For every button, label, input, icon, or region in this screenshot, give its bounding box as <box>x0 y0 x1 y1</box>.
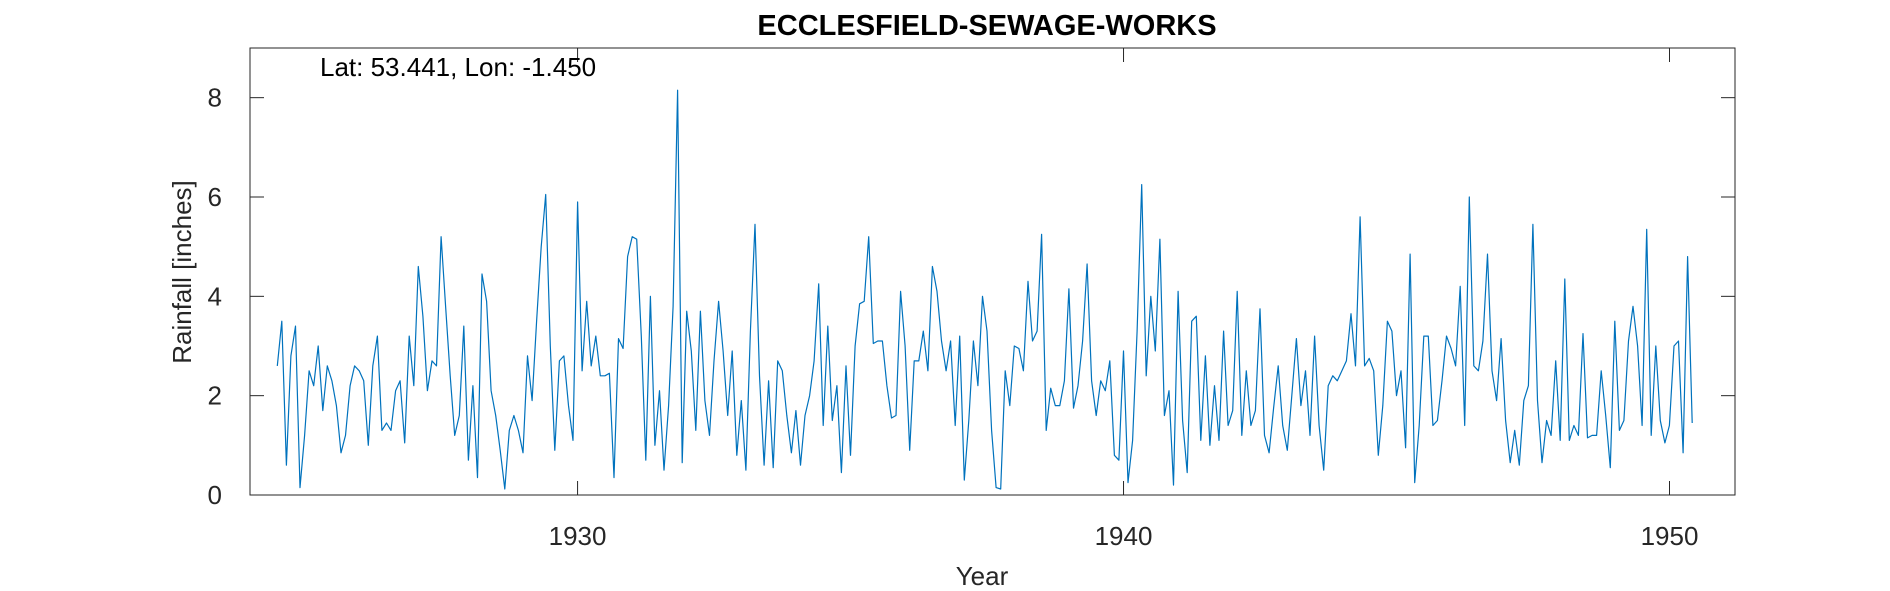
y-tick-label: 6 <box>208 182 222 212</box>
x-tick-label: 1940 <box>1095 521 1153 551</box>
x-axis: 1930 1940 1950 <box>549 48 1699 551</box>
plot-frame <box>249 47 1736 496</box>
y-tick-label: 8 <box>208 83 222 113</box>
y-axis-label: Rainfall [inches] <box>167 180 197 364</box>
x-tick-label: 1930 <box>549 521 607 551</box>
y-tick-label: 4 <box>208 281 222 311</box>
location-annotation: Lat: 53.441, Lon: -1.450 <box>320 52 596 82</box>
y-tick-label: 2 <box>208 381 222 411</box>
x-tick-label: 1950 <box>1641 521 1699 551</box>
series-line-rainfall <box>276 89 1693 490</box>
x-axis-label: Year <box>956 561 1009 591</box>
y-tick-label: 0 <box>208 480 222 510</box>
chart-title: ECCLESFIELD-SEWAGE-WORKS <box>757 10 1216 42</box>
y-axis: 0 2 4 6 8 <box>208 83 1735 510</box>
